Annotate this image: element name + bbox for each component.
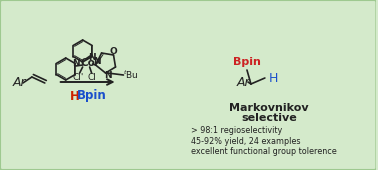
Text: Ar: Ar (13, 76, 26, 89)
Text: $^t$Bu: $^t$Bu (124, 69, 139, 81)
Text: N: N (72, 59, 79, 69)
Text: Bpin: Bpin (233, 57, 261, 67)
Text: selective: selective (241, 113, 297, 123)
Text: Markovnikov: Markovnikov (229, 103, 309, 113)
Text: H: H (269, 72, 278, 84)
Text: excellent functional group tolerence: excellent functional group tolerence (191, 147, 337, 156)
Text: N: N (104, 71, 112, 80)
Text: Co: Co (80, 58, 95, 68)
Text: 45-92% yield, 24 examples: 45-92% yield, 24 examples (191, 137, 301, 146)
Text: > 98:1 regioselectivity: > 98:1 regioselectivity (191, 126, 282, 135)
Text: H: H (70, 89, 80, 103)
Text: Cl: Cl (87, 72, 96, 81)
Text: N: N (88, 53, 95, 62)
Text: N: N (93, 57, 101, 66)
Text: O: O (110, 47, 118, 56)
Text: Cl': Cl' (73, 72, 84, 81)
Text: Ar: Ar (237, 75, 251, 89)
Text: Bpin: Bpin (77, 89, 107, 103)
